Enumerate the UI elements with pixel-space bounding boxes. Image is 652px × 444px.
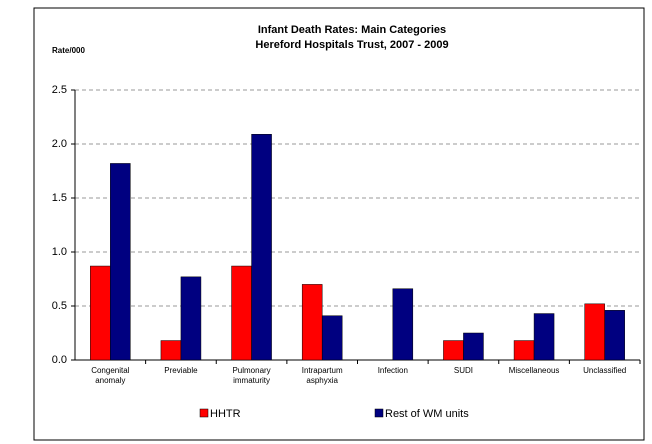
bar: [463, 332, 484, 361]
bar: [301, 284, 323, 361]
bar: [90, 265, 111, 361]
bar: [513, 340, 535, 361]
chart-title: Infant Death Rates: Main Categories: [258, 24, 446, 36]
y-tick-label: 1.5: [52, 192, 67, 204]
bar: [321, 315, 343, 361]
legend-swatch: [374, 408, 384, 418]
x-tick-label: SUDI: [453, 366, 473, 375]
bar: [533, 313, 555, 361]
y-axis-label: Rate/000: [52, 46, 85, 55]
chart-subtitle: Hereford Hospitals Trust, 2007 - 2009: [255, 39, 448, 51]
x-tick-label: Unclassified: [583, 366, 627, 375]
bar: [443, 340, 464, 361]
y-tick-label: 0.5: [52, 300, 67, 312]
x-tick-label: Previable: [164, 366, 198, 375]
x-tick-label: Congenital anomaly: [91, 366, 130, 385]
bar: [251, 134, 272, 361]
x-tick-label: Pulmonary immaturity: [232, 366, 271, 385]
y-tick-label: 0.0: [52, 354, 67, 366]
bar: [604, 310, 625, 361]
y-tick-label: 2.0: [52, 138, 67, 150]
x-tick-label: Intrapartum asphyxia: [301, 366, 343, 385]
bar: [160, 340, 182, 361]
x-tick-label: Infection: [377, 366, 408, 375]
legend-swatch: [199, 408, 209, 418]
y-tick-label: 2.5: [52, 84, 67, 96]
chart-border: [33, 7, 645, 441]
x-tick-label: Miscellaneous: [508, 366, 560, 375]
bar: [180, 276, 202, 361]
bar: [110, 163, 131, 361]
legend-label: HHTR: [210, 408, 241, 420]
y-tick-label: 1.0: [52, 246, 67, 258]
bar: [392, 288, 414, 361]
bar: [231, 265, 252, 361]
legend-label: Rest of WM units: [385, 408, 469, 420]
bar: [584, 303, 605, 361]
